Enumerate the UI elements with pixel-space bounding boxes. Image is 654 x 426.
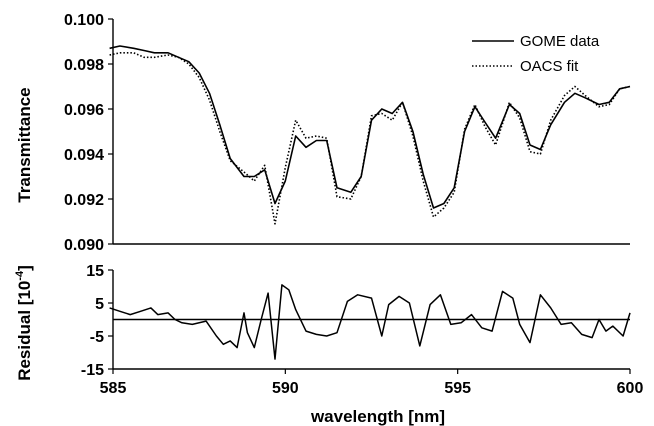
residual-y-ticks: -15 -5 5 15 (81, 263, 113, 379)
transmittance-series (109, 45, 631, 225)
residual-title-base: Residual [10 (15, 281, 34, 381)
x-tick-label: 590 (272, 380, 299, 397)
residual-x-ticks: 585 590 595 600 (100, 369, 644, 397)
residual-plot: -15 -5 5 15 585 590 595 600 Residual [10-4] wa… (14, 263, 643, 426)
residual-series (109, 284, 631, 360)
y-tick-label: 0.098 (64, 57, 104, 74)
x-tick-label: 585 (100, 380, 127, 397)
residual-line (109, 284, 631, 360)
y-tick-label: 0.100 (64, 12, 104, 29)
x-tick-label: 600 (617, 380, 644, 397)
transmittance-y-axis-title: Transmittance (15, 87, 34, 202)
legend-gome-label: GOME data (520, 33, 600, 50)
x-axis-title: wavelength [nm] (310, 407, 445, 426)
y-tick-label: 15 (86, 263, 104, 280)
y-tick-label: 0.094 (64, 147, 104, 164)
legend-oacs-label: OACS fit (520, 58, 579, 75)
y-tick-label: 0.096 (64, 102, 104, 119)
gome-data-line (109, 45, 631, 209)
y-tick-label: 0.090 (64, 237, 104, 254)
x-tick-label: 595 (444, 380, 471, 397)
y-tick-label: 0.092 (64, 192, 104, 209)
transmittance-plot: 0.090 0.092 0.094 0.096 0.098 0.100 Transmitt… (15, 12, 631, 254)
transmittance-axes (112, 19, 630, 245)
legend: GOME data OACS fit (472, 33, 600, 75)
y-tick-label: -15 (81, 362, 104, 379)
y-tick-label: -5 (90, 329, 104, 346)
residual-title-exponent: -4 (14, 270, 26, 281)
oacs-fit-line (109, 51, 631, 225)
residual-y-axis-title: Residual [10-4] (14, 265, 34, 381)
residual-title-close: ] (15, 265, 34, 271)
transmittance-y-ticks: 0.090 0.092 0.094 0.096 0.098 0.100 (64, 12, 113, 254)
y-tick-label: 5 (95, 296, 104, 313)
